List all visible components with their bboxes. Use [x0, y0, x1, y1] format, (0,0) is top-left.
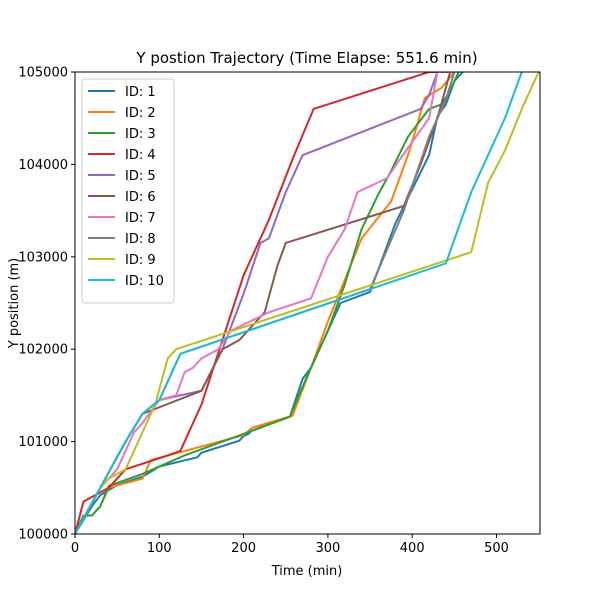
chart-title: Y postion Trajectory (Time Elapse: 551.6…	[135, 49, 477, 67]
legend-label-3: ID: 3	[125, 127, 156, 142]
legend-label-9: ID: 9	[125, 253, 156, 268]
x-axis-label: Time (min)	[271, 564, 343, 579]
y-tick-label: 102000	[18, 343, 68, 358]
x-axis: 0 100 200 300 400 500	[71, 534, 509, 556]
series-line-7	[75, 72, 456, 534]
legend-label-10: ID: 10	[125, 274, 164, 289]
y-tick-label: 105000	[18, 66, 68, 81]
series-line-10	[75, 72, 523, 534]
x-tick-label: 500	[484, 541, 509, 556]
legend-label-8: ID: 8	[125, 232, 156, 247]
x-tick-label: 100	[147, 541, 172, 556]
legend-label-4: ID: 4	[125, 148, 156, 163]
legend-box	[81, 78, 175, 304]
x-tick-label: 200	[231, 541, 256, 556]
y-tick-label: 101000	[18, 435, 68, 450]
y-tick-label: 103000	[18, 250, 68, 265]
y-tick-label: 104000	[18, 158, 68, 173]
legend-label-1: ID: 1	[125, 85, 156, 100]
legend: ID: 1 ID: 2 ID: 3 ID: 4 ID: 5 ID: 6 ID: 7 ID: 8…	[81, 78, 175, 304]
legend-label-6: ID: 6	[125, 190, 156, 205]
x-tick-label: 400	[400, 541, 425, 556]
series-line-9	[75, 72, 540, 534]
series-line-4	[75, 72, 456, 534]
series-line-3	[75, 72, 460, 534]
legend-label-2: ID: 2	[125, 106, 156, 121]
legend-label-7: ID: 7	[125, 211, 156, 226]
x-tick-label: 0	[71, 541, 79, 556]
y-tick-label: 100000	[18, 528, 68, 543]
y-axis-label: Y position (m)	[7, 258, 22, 350]
y-axis: 100000 101000 102000 103000 104000 105000	[18, 66, 75, 543]
series-layer	[75, 72, 540, 534]
plot-frame	[74, 71, 541, 535]
x-tick-label: 300	[315, 541, 340, 556]
legend-label-5: ID: 5	[125, 169, 156, 184]
